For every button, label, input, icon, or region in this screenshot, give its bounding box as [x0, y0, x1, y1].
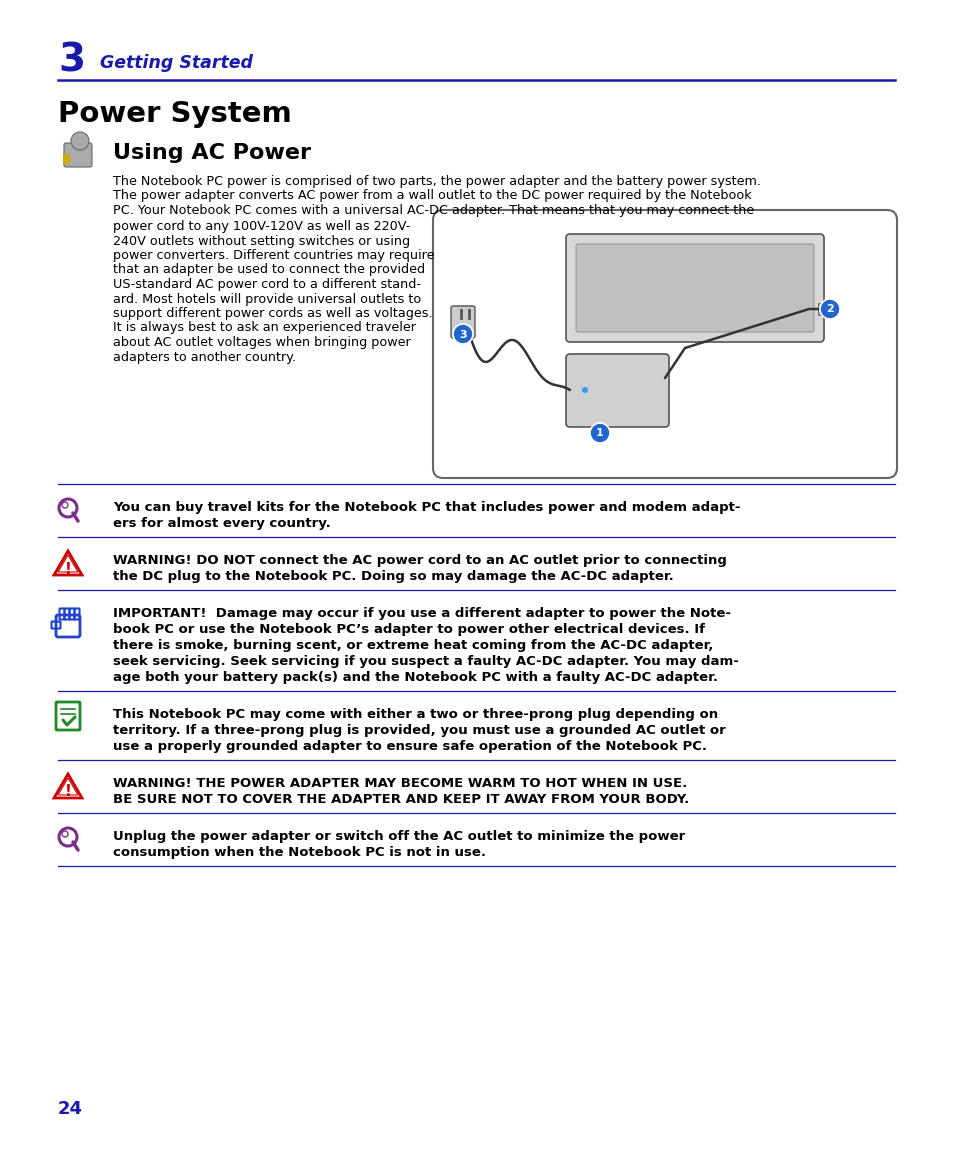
Text: Using AC Power: Using AC Power	[112, 142, 311, 163]
Text: power converters. Different countries may require: power converters. Different countries ma…	[112, 249, 434, 262]
Text: 240V outlets without setting switches or using: 240V outlets without setting switches or…	[112, 234, 410, 247]
Text: Power System: Power System	[58, 100, 292, 128]
FancyBboxPatch shape	[64, 142, 91, 167]
Text: WARNING! THE POWER ADAPTER MAY BECOME WARM TO HOT WHEN IN USE.: WARNING! THE POWER ADAPTER MAY BECOME WA…	[112, 777, 686, 791]
Text: that an adapter be used to connect the provided: that an adapter be used to connect the p…	[112, 263, 425, 277]
Text: The power adapter converts AC power from a wall outlet to the DC power required : The power adapter converts AC power from…	[112, 190, 751, 202]
Circle shape	[581, 387, 587, 393]
Text: BE SURE NOT TO COVER THE ADAPTER AND KEEP IT AWAY FROM YOUR BODY.: BE SURE NOT TO COVER THE ADAPTER AND KEE…	[112, 793, 688, 805]
FancyBboxPatch shape	[565, 234, 823, 342]
Text: 3: 3	[458, 330, 466, 339]
Text: This Notebook PC may come with either a two or three-prong plug depending on: This Notebook PC may come with either a …	[112, 708, 718, 722]
Text: 2: 2	[825, 304, 833, 315]
Text: Unplug the power adapter or switch off the AC outlet to minimize the power: Unplug the power adapter or switch off t…	[112, 830, 684, 843]
Text: !: !	[65, 785, 71, 800]
Text: 3: 3	[58, 43, 85, 80]
FancyBboxPatch shape	[576, 244, 813, 332]
Circle shape	[589, 423, 609, 444]
Text: seek servicing. Seek servicing if you suspect a faulty AC-DC adapter. You may da: seek servicing. Seek servicing if you su…	[112, 655, 739, 668]
Text: power cord to any 100V-120V as well as 220V-: power cord to any 100V-120V as well as 2…	[112, 219, 410, 233]
Text: It is always best to ask an experienced traveler: It is always best to ask an experienced …	[112, 322, 416, 334]
Text: ers for almost every country.: ers for almost every country.	[112, 517, 331, 530]
Text: territory. If a three-prong plug is provided, you must use a grounded AC outlet : territory. If a three-prong plug is prov…	[112, 724, 725, 737]
Text: about AC outlet voltages when bringing power: about AC outlet voltages when bringing p…	[112, 336, 411, 349]
Text: adapters to another country.: adapters to another country.	[112, 350, 295, 363]
Text: You can buy travel kits for the Notebook PC that includes power and modem adapt-: You can buy travel kits for the Notebook…	[112, 501, 740, 514]
FancyBboxPatch shape	[63, 154, 70, 164]
Text: US-standard AC power cord to a different stand-: US-standard AC power cord to a different…	[112, 278, 420, 291]
Text: consumption when the Notebook PC is not in use.: consumption when the Notebook PC is not …	[112, 846, 485, 859]
Text: use a properly grounded adapter to ensure safe operation of the Notebook PC.: use a properly grounded adapter to ensur…	[112, 740, 706, 753]
Text: 24: 24	[58, 1100, 83, 1118]
Circle shape	[820, 299, 840, 319]
Text: support different power cords as well as voltages.: support different power cords as well as…	[112, 307, 432, 321]
Circle shape	[453, 324, 473, 344]
FancyBboxPatch shape	[822, 303, 836, 315]
Text: there is smoke, burning scent, or extreme heat coming from the AC-DC adapter,: there is smoke, burning scent, or extrem…	[112, 639, 713, 651]
Text: 1: 1	[596, 429, 603, 439]
Text: The Notebook PC power is comprised of two parts, the power adapter and the batte: The Notebook PC power is comprised of tw…	[112, 175, 760, 188]
Text: WARNING! DO NOT connect the AC power cord to an AC outlet prior to connecting: WARNING! DO NOT connect the AC power cor…	[112, 554, 726, 566]
Text: PC. Your Notebook PC comes with a universal AC-DC adapter. That means that you m: PC. Your Notebook PC comes with a univer…	[112, 205, 754, 217]
FancyBboxPatch shape	[433, 210, 896, 478]
Circle shape	[71, 132, 89, 151]
Text: ard. Most hotels will provide universal outlets to: ard. Most hotels will provide universal …	[112, 293, 421, 306]
Text: !: !	[65, 562, 71, 577]
Text: IMPORTANT!  Damage may occur if you use a different adapter to power the Note-: IMPORTANT! Damage may occur if you use a…	[112, 607, 730, 620]
Text: age both your battery pack(s) and the Notebook PC with a faulty AC-DC adapter.: age both your battery pack(s) and the No…	[112, 671, 718, 684]
Text: Getting Started: Getting Started	[100, 54, 253, 72]
Text: book PC or use the Notebook PC’s adapter to power other electrical devices. If: book PC or use the Notebook PC’s adapter…	[112, 623, 704, 637]
Bar	[817, 303, 823, 315]
FancyBboxPatch shape	[565, 354, 668, 427]
Text: the DC plug to the Notebook PC. Doing so may damage the AC-DC adapter.: the DC plug to the Notebook PC. Doing so…	[112, 570, 673, 583]
FancyBboxPatch shape	[451, 306, 475, 338]
